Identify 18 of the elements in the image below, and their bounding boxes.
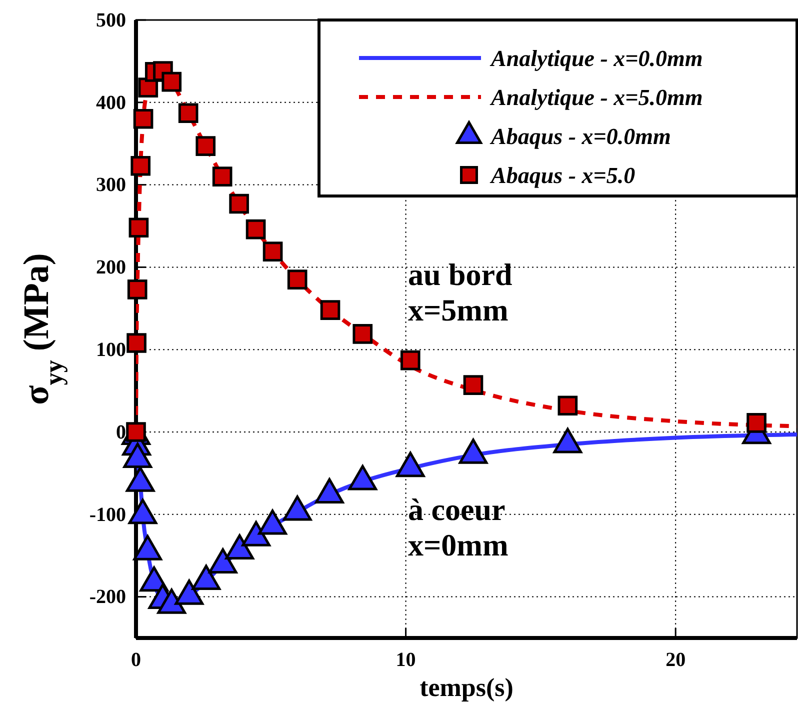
y-tick-label: -200 xyxy=(89,586,126,608)
annotation: à coeur x=0mm xyxy=(408,492,508,563)
y-tick-label: 0 xyxy=(116,421,126,444)
y-tick-label: 300 xyxy=(96,174,126,196)
y-tick-label: 400 xyxy=(96,92,126,114)
annotation: au bord x=5mm xyxy=(408,257,512,328)
y-tick-label: 500 xyxy=(96,9,126,32)
legend-label: Abaqus - x=5.0 xyxy=(489,163,636,188)
legend-label: Analytique - x=5.0mm xyxy=(489,85,703,110)
x-tick-label: 20 xyxy=(666,649,686,672)
legend-label: Analytique - x=0.0mm xyxy=(489,46,703,71)
y-tick-label: -100 xyxy=(89,504,126,526)
y-tick-label: 200 xyxy=(96,256,126,279)
y-tick-label: 100 xyxy=(96,339,126,361)
legend-label: Abaqus - x=0.0mm xyxy=(489,124,671,149)
x-tick-label: 0 xyxy=(131,649,141,672)
x-tick-label: 10 xyxy=(396,649,416,672)
x-axis-title: temps(s) xyxy=(420,673,514,702)
